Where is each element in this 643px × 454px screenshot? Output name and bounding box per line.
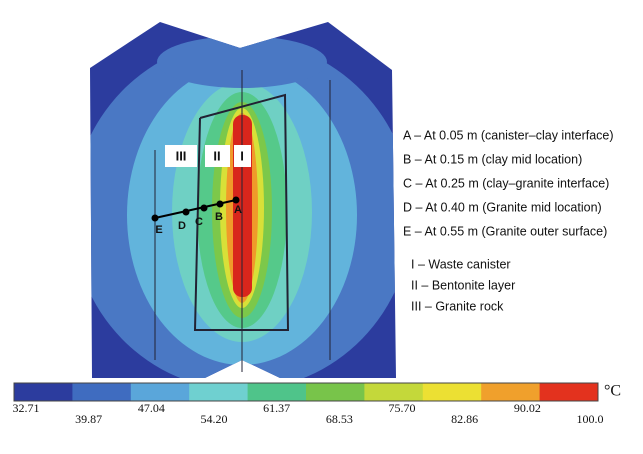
zone-label: I [240, 148, 244, 163]
legend: A – At 0.05 m (canister–clay interface) B… [403, 128, 614, 313]
point-label: C [195, 216, 203, 228]
temperature-model [72, 22, 412, 390]
colorbar-segment [131, 383, 190, 401]
colorbar-tick-label: 82.86 [451, 412, 478, 426]
colorbar-unit: °C [604, 383, 621, 400]
legend-item: D – At 0.40 m (Granite mid location) [403, 200, 602, 214]
zone-item: II – Bentonite layer [411, 278, 515, 292]
legend-item: C – At 0.25 m (clay–granite interface) [403, 176, 609, 190]
colorbar-segment [248, 383, 307, 401]
point-label: E [155, 224, 162, 236]
colorbar-segment [481, 383, 540, 401]
zone-item: III – Granite rock [411, 299, 504, 313]
legend-item: E – At 0.55 m (Granite outer surface) [403, 224, 607, 238]
point-label: A [234, 204, 242, 216]
colorbar-tick-label: 61.37 [263, 401, 290, 415]
zone-item: I – Waste canister [411, 257, 511, 271]
colorbar-tick-label: 32.71 [13, 401, 40, 415]
colorbar-segment [14, 383, 73, 401]
point-label: B [215, 211, 223, 223]
colorbar-segment [423, 383, 482, 401]
zone-label: III [176, 148, 187, 163]
colorbar-tick-label: 90.02 [514, 401, 541, 415]
colorbar-tick-label: 39.87 [75, 412, 102, 426]
colorbar-tick-label: 75.70 [389, 401, 416, 415]
colorbar-segment [72, 383, 131, 401]
figure-canvas: III II I E D C B A A – At 0.05 m (canist… [0, 0, 643, 454]
legend-item: B – At 0.15 m (clay mid location) [403, 152, 582, 166]
colorbar-tick-label: 68.53 [326, 412, 353, 426]
colorbar-segment [540, 383, 599, 401]
colorbar: 32.71 39.87 47.04 54.20 61.37 68.53 75.70 82.86… [13, 383, 622, 426]
colorbar-tick-label: 47.04 [138, 401, 165, 415]
point-label: D [178, 220, 186, 232]
colorbar-segment [306, 383, 365, 401]
figure: III II I E D C B A A – At 0.05 m (canist… [0, 0, 643, 454]
legend-item: A – At 0.05 m (canister–clay interface) [403, 128, 614, 142]
colorbar-segment [189, 383, 248, 401]
colorbar-segment [364, 383, 423, 401]
colorbar-tick-label: 54.20 [201, 412, 228, 426]
colorbar-tick-label: 100.0 [577, 412, 604, 426]
zone-label: II [213, 148, 220, 163]
